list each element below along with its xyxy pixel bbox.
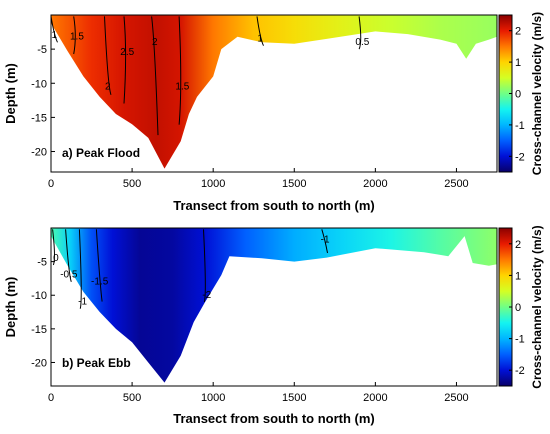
contour-label: -1 — [78, 297, 87, 308]
panel-a-contours: 1.5 2 2.5 2 1.5 1 0.5 1 — [50, 16, 370, 136]
colorbar-a: 2 1 0 -1 -2 — [498, 14, 525, 173]
y-tick-label: -15 — [31, 112, 47, 124]
panel-a-velocity-field — [51, 15, 497, 169]
contour-label: 1.5 — [70, 31, 84, 42]
contour-label: 0 — [53, 253, 59, 264]
contour-label: 2.5 — [120, 47, 134, 58]
contour-label: 0.5 — [355, 37, 369, 48]
colorbar-a-label: Cross-channel velocity (m/s) — [530, 12, 544, 175]
colorbar-tick-label: 2 — [515, 239, 521, 251]
colorbar-tick-label: -2 — [515, 151, 525, 163]
y-tick-label: -10 — [31, 78, 47, 90]
x-tick-label: 2500 — [444, 178, 468, 190]
y-tick-label: -20 — [31, 357, 47, 369]
panel-a-axes-frame — [50, 14, 498, 173]
y-tick-label: -5 — [37, 257, 47, 269]
contour-line — [104, 16, 112, 95]
y-tick-label: -20 — [31, 147, 47, 159]
contour-line — [52, 229, 55, 266]
panel-b-y-ticks: -5 -10 -15 -20 — [31, 257, 55, 369]
colorbar-tick-label: -1 — [515, 334, 525, 346]
panel-b-axes-frame — [50, 227, 498, 387]
contour-label: -1.5 — [91, 276, 109, 287]
panel-b: 0-0.5-1-1.5-2-1 0 500 1000 1500 2000 2500 -5-… — [3, 227, 498, 426]
panel-a: 1.5 2 2.5 2 1.5 1 0.5 1 0 500 1000 1500 2000 2500 -5… — [3, 14, 498, 213]
contour-line — [65, 229, 72, 282]
contour-label: 1 — [51, 30, 57, 41]
x-tick-label: 500 — [123, 392, 141, 404]
contour-label: -2 — [202, 290, 211, 301]
colorbar-tick-label: -2 — [515, 365, 525, 377]
contour-label: 2 — [105, 81, 111, 92]
y-tick-label: -15 — [31, 324, 47, 336]
colorbar-tick-label: -1 — [515, 120, 525, 132]
x-tick-label: 2000 — [363, 392, 387, 404]
contour-line — [256, 16, 264, 46]
panel-b-x-axis-label: Transect from south to north (m) — [173, 411, 375, 426]
y-tick-label: -5 — [37, 44, 47, 56]
ebb-cross-section — [51, 228, 497, 383]
colorbar-b-label: Cross-channel velocity (m/s) — [530, 225, 544, 388]
contour-line — [95, 229, 103, 302]
panel-b-contours: 0-0.5 -1 -1.5 -2 -1 — [52, 229, 330, 309]
panel-a-y-ticks: -5 -10 -15 -20 — [31, 44, 55, 159]
colorbar-b: 2 1 0 -1 -2 — [498, 227, 525, 387]
x-tick-label: 1500 — [282, 178, 306, 190]
flood-cross-section — [51, 15, 497, 169]
panel-a-x-ticks: 0 500 1000 1500 2000 2500 — [48, 168, 469, 190]
colorbar-tick-label: 1 — [515, 57, 521, 69]
contour-label: 2 — [152, 37, 158, 48]
contour-line — [203, 229, 206, 303]
colorbar-tick-label: 0 — [515, 302, 521, 314]
contour-label: -0.5 — [60, 270, 78, 281]
contour-line — [73, 16, 76, 55]
colorbar-tick-label: 1 — [515, 270, 521, 282]
contour-line — [321, 229, 328, 254]
contour-label: 1.5 — [175, 81, 189, 92]
x-tick-label: 1000 — [201, 178, 225, 190]
panel-b-label: b) Peak Ebb — [62, 356, 131, 370]
x-tick-label: 0 — [48, 178, 54, 190]
panel-a-y-axis-label: Depth (m) — [3, 63, 18, 124]
y-tick-label: -10 — [31, 290, 47, 302]
contour-label: -1 — [321, 235, 330, 246]
x-tick-label: 2500 — [444, 392, 468, 404]
contour-line — [178, 16, 182, 125]
x-tick-label: 500 — [123, 178, 141, 190]
panel-a-x-axis-label: Transect from south to north (m) — [173, 198, 375, 213]
x-tick-label: 0 — [48, 392, 54, 404]
contour-label: 1 — [257, 34, 263, 45]
contour-line — [78, 229, 82, 309]
contour-line — [151, 16, 159, 136]
x-tick-label: 1500 — [282, 392, 306, 404]
contour-line — [123, 16, 127, 104]
panel-a-label: a) Peak Flood — [62, 146, 140, 160]
x-tick-label: 1000 — [201, 392, 225, 404]
panel-b-x-ticks: 0 500 1000 1500 2000 2500 — [48, 382, 469, 404]
contour-line — [358, 16, 362, 50]
colorbar-tick-label: 2 — [515, 26, 521, 38]
panel-b-y-axis-label: Depth (m) — [3, 277, 18, 338]
contour-line — [50, 16, 58, 43]
panel-b-velocity-field — [51, 228, 497, 383]
colorbar-tick-label: 0 — [515, 89, 521, 101]
x-tick-label: 2000 — [363, 178, 387, 190]
